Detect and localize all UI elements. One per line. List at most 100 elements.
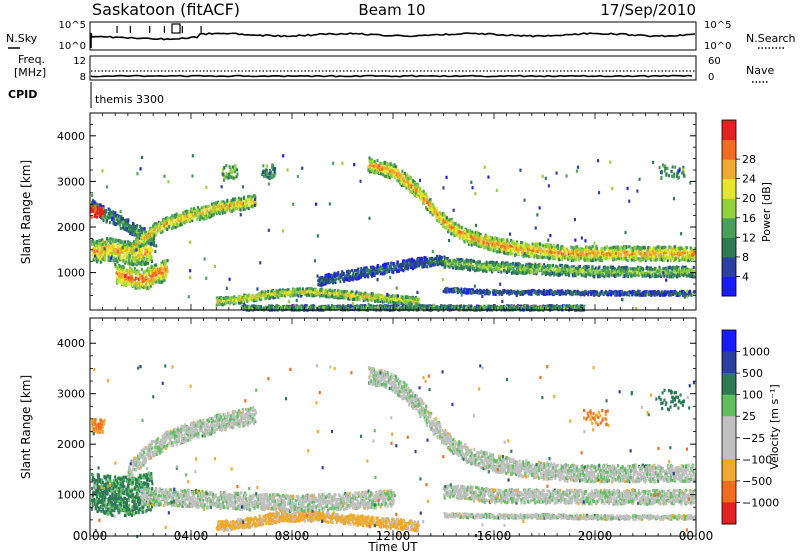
- range-cell: [427, 200, 430, 204]
- range-cell: [134, 228, 137, 232]
- range-cell: [195, 213, 198, 217]
- range-cell: [417, 297, 420, 301]
- range-cell: [500, 244, 503, 248]
- range-cell: [104, 253, 107, 258]
- range-cell: [155, 273, 158, 277]
- range-cell: [385, 295, 388, 299]
- range-cell: [224, 210, 227, 214]
- range-cell: [390, 163, 393, 167]
- range-cell: [304, 290, 307, 294]
- range-cell: [402, 173, 405, 177]
- range-cell: [241, 204, 244, 208]
- range-cell: [526, 247, 529, 251]
- range-cell: [410, 295, 413, 300]
- range-cell: [485, 246, 488, 250]
- range-cell: [242, 298, 245, 302]
- range-cell: [290, 293, 293, 297]
- range-cell: [377, 268, 380, 272]
- range-cell: [439, 212, 442, 216]
- range-cell: [295, 307, 298, 311]
- right-tick-freq-2: 0: [708, 72, 714, 83]
- range-cell: [508, 241, 511, 245]
- range-cell: [429, 205, 432, 209]
- range-cell: [142, 276, 145, 281]
- range-cell: [254, 195, 257, 199]
- range-cell: [446, 216, 449, 220]
- range-cell: [562, 252, 565, 256]
- range-cell: [517, 245, 520, 250]
- range-cell: [161, 280, 164, 284]
- range-cell: [215, 212, 218, 216]
- range-cell: [564, 249, 567, 253]
- range-cell: [183, 218, 186, 222]
- range-cell: [128, 276, 131, 280]
- range-cell: [254, 201, 257, 206]
- range-cell: [333, 271, 336, 275]
- range-cell: [151, 275, 154, 279]
- range-cell: [317, 283, 320, 287]
- range-cell: [373, 169, 376, 173]
- range-cell: [390, 263, 393, 267]
- range-cell: [229, 200, 232, 204]
- range-cell: [287, 305, 290, 309]
- range-cell: [139, 286, 142, 290]
- range-cell: [415, 184, 418, 188]
- range-cell: [563, 305, 566, 309]
- range-cell: [128, 240, 131, 244]
- range-cell: [556, 253, 559, 257]
- range-cell: [235, 201, 238, 205]
- range-cell: [405, 174, 408, 178]
- range-cell: [127, 279, 130, 283]
- range-cell: [242, 207, 245, 211]
- range-cell: [368, 168, 371, 172]
- range-cell: [394, 266, 397, 270]
- range-cell: [277, 305, 280, 309]
- range-cell: [187, 213, 190, 217]
- range-cell: [420, 256, 423, 260]
- range-cell: [511, 252, 514, 256]
- range-cell: [166, 227, 169, 231]
- range-cell: [371, 161, 374, 165]
- range-cell: [559, 307, 562, 311]
- range-cell: [440, 256, 443, 260]
- range-cell: [157, 222, 160, 227]
- range-cell: [118, 247, 121, 251]
- range-cell: [297, 294, 300, 298]
- range-cell: [196, 215, 199, 219]
- range-cell: [240, 197, 243, 201]
- range-cell: [115, 248, 118, 252]
- range-cell: [535, 242, 538, 246]
- range-cell: [585, 252, 588, 256]
- range-cell: [510, 238, 513, 242]
- range-cell: [524, 246, 527, 250]
- range-cell: [92, 240, 95, 244]
- range-cell: [408, 175, 411, 179]
- range-cell: [206, 205, 209, 209]
- range-cell: [328, 288, 331, 292]
- range-cell: [118, 265, 121, 269]
- range-cell: [412, 180, 415, 184]
- range-cell: [512, 241, 515, 245]
- range-cell: [393, 294, 396, 299]
- range-cell: [576, 249, 579, 253]
- range-cell: [212, 203, 215, 207]
- range-cell: [573, 305, 576, 309]
- range-cell: [375, 295, 378, 299]
- range-cell: [492, 248, 495, 252]
- range-cell: [417, 188, 420, 192]
- range-cell: [339, 280, 342, 284]
- range-cell: [570, 307, 573, 311]
- range-cell: [132, 262, 135, 266]
- range-cell: [369, 294, 372, 299]
- range-cell: [532, 248, 535, 253]
- power-heatmap: [90, 154, 696, 312]
- range-cell: [502, 244, 505, 248]
- range-cell: [173, 215, 176, 219]
- station-title: Saskatoon (fitACF): [92, 0, 240, 19]
- range-cell: [355, 297, 358, 301]
- range-cell: [376, 169, 379, 173]
- range-cell: [272, 296, 275, 300]
- range-cell: [458, 228, 461, 232]
- range-cell: [387, 268, 390, 272]
- range-cell: [538, 244, 541, 248]
